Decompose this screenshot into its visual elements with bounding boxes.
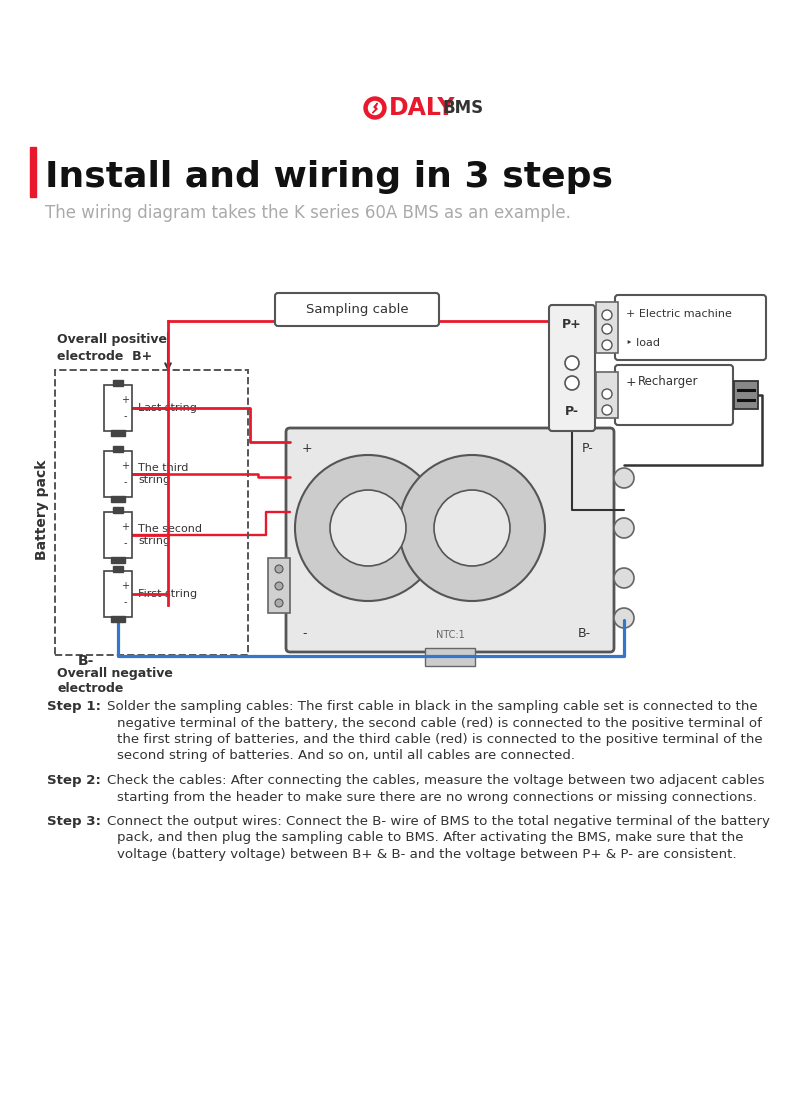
- Circle shape: [602, 406, 612, 415]
- Text: Sampling cable: Sampling cable: [306, 302, 408, 316]
- Bar: [111, 496, 125, 502]
- Bar: [268, 558, 290, 613]
- Circle shape: [614, 608, 634, 628]
- Text: -: -: [123, 597, 126, 607]
- Text: Install and wiring in 3 steps: Install and wiring in 3 steps: [45, 160, 613, 194]
- Text: Overall negative: Overall negative: [57, 667, 173, 681]
- Text: electrode: electrode: [57, 682, 123, 695]
- Circle shape: [602, 389, 612, 399]
- FancyBboxPatch shape: [615, 295, 766, 359]
- Circle shape: [399, 455, 545, 601]
- Circle shape: [275, 600, 283, 607]
- Bar: [425, 648, 475, 666]
- Text: Recharger: Recharger: [638, 376, 698, 388]
- Text: DALY: DALY: [389, 96, 455, 119]
- Text: electrode  B+: electrode B+: [57, 350, 152, 363]
- FancyBboxPatch shape: [104, 450, 132, 496]
- Text: + Electric machine: + Electric machine: [626, 309, 732, 319]
- Text: -: -: [123, 411, 126, 421]
- Text: The third
string: The third string: [138, 464, 188, 484]
- Text: -: -: [123, 538, 126, 548]
- Bar: [734, 381, 758, 409]
- Text: +: +: [302, 442, 313, 455]
- Text: The second
string: The second string: [138, 524, 202, 546]
- Bar: [113, 507, 123, 513]
- FancyBboxPatch shape: [596, 372, 618, 418]
- Text: P+: P+: [562, 318, 582, 331]
- Text: pack, and then plug the sampling cable to BMS. After activating the BMS, make su: pack, and then plug the sampling cable t…: [117, 832, 743, 845]
- FancyBboxPatch shape: [104, 571, 132, 617]
- Text: First string: First string: [138, 589, 197, 600]
- Polygon shape: [373, 103, 378, 113]
- Circle shape: [565, 356, 579, 370]
- FancyBboxPatch shape: [104, 512, 132, 558]
- Text: Step 3:: Step 3:: [47, 815, 101, 827]
- Circle shape: [434, 490, 510, 566]
- Circle shape: [614, 568, 634, 587]
- Text: -: -: [302, 627, 306, 640]
- Circle shape: [602, 310, 612, 320]
- Text: NTC:1: NTC:1: [436, 630, 464, 640]
- Text: ‣ load: ‣ load: [626, 338, 660, 349]
- Text: negative terminal of the battery, the second cable (red) is connected to the pos: negative terminal of the battery, the se…: [117, 717, 762, 730]
- Circle shape: [295, 455, 441, 601]
- FancyBboxPatch shape: [275, 293, 439, 326]
- Circle shape: [602, 324, 612, 334]
- Text: Last string: Last string: [138, 403, 197, 413]
- Text: Overall positive: Overall positive: [57, 333, 167, 346]
- Text: The wiring diagram takes the K series 60A BMS as an example.: The wiring diagram takes the K series 60…: [45, 204, 571, 222]
- Text: Step 1:: Step 1:: [47, 700, 101, 713]
- Circle shape: [565, 376, 579, 390]
- Text: Battery pack: Battery pack: [35, 460, 49, 560]
- FancyBboxPatch shape: [596, 302, 618, 353]
- Text: B-: B-: [78, 654, 94, 667]
- Bar: [113, 446, 123, 452]
- FancyBboxPatch shape: [549, 305, 595, 431]
- Text: second string of batteries. And so on, until all cables are connected.: second string of batteries. And so on, u…: [117, 750, 575, 763]
- Text: Connect the output wires: Connect the B- wire of BMS to the total negative termi: Connect the output wires: Connect the B-…: [107, 815, 770, 827]
- FancyBboxPatch shape: [104, 385, 132, 431]
- Text: P-: P-: [582, 442, 594, 455]
- Bar: [113, 380, 123, 386]
- Text: Step 2:: Step 2:: [47, 774, 101, 787]
- Bar: [113, 566, 123, 572]
- Circle shape: [364, 98, 386, 119]
- Circle shape: [275, 582, 283, 590]
- FancyBboxPatch shape: [286, 429, 614, 652]
- Text: +: +: [121, 581, 129, 591]
- Bar: [111, 430, 125, 436]
- Text: -: -: [123, 477, 126, 487]
- Circle shape: [614, 518, 634, 538]
- Text: Solder the sampling cables: The first cable in black in the sampling cable set i: Solder the sampling cables: The first ca…: [107, 700, 758, 713]
- Circle shape: [275, 566, 283, 573]
- Text: B-: B-: [578, 627, 591, 640]
- Text: +: +: [121, 522, 129, 532]
- Bar: [111, 616, 125, 623]
- Text: Check the cables: After connecting the cables, measure the voltage between two a: Check the cables: After connecting the c…: [107, 774, 765, 787]
- Text: voltage (battery voltage) between B+ & B- and the voltage between P+ & P- are co: voltage (battery voltage) between B+ & B…: [117, 848, 737, 861]
- Text: +: +: [121, 395, 129, 406]
- Text: +: +: [626, 376, 637, 388]
- Text: P-: P-: [565, 406, 579, 418]
- Circle shape: [369, 102, 382, 114]
- Text: starting from the header to make sure there are no wrong connections or missing : starting from the header to make sure th…: [117, 790, 757, 803]
- Text: +: +: [121, 461, 129, 471]
- FancyBboxPatch shape: [615, 365, 733, 425]
- Text: the first string of batteries, and the third cable (red) is connected to the pos: the first string of batteries, and the t…: [117, 733, 762, 746]
- Circle shape: [330, 490, 406, 566]
- Bar: [111, 557, 125, 563]
- Circle shape: [614, 468, 634, 488]
- Circle shape: [602, 340, 612, 350]
- Bar: [30, 147, 36, 197]
- Text: BMS: BMS: [443, 99, 484, 117]
